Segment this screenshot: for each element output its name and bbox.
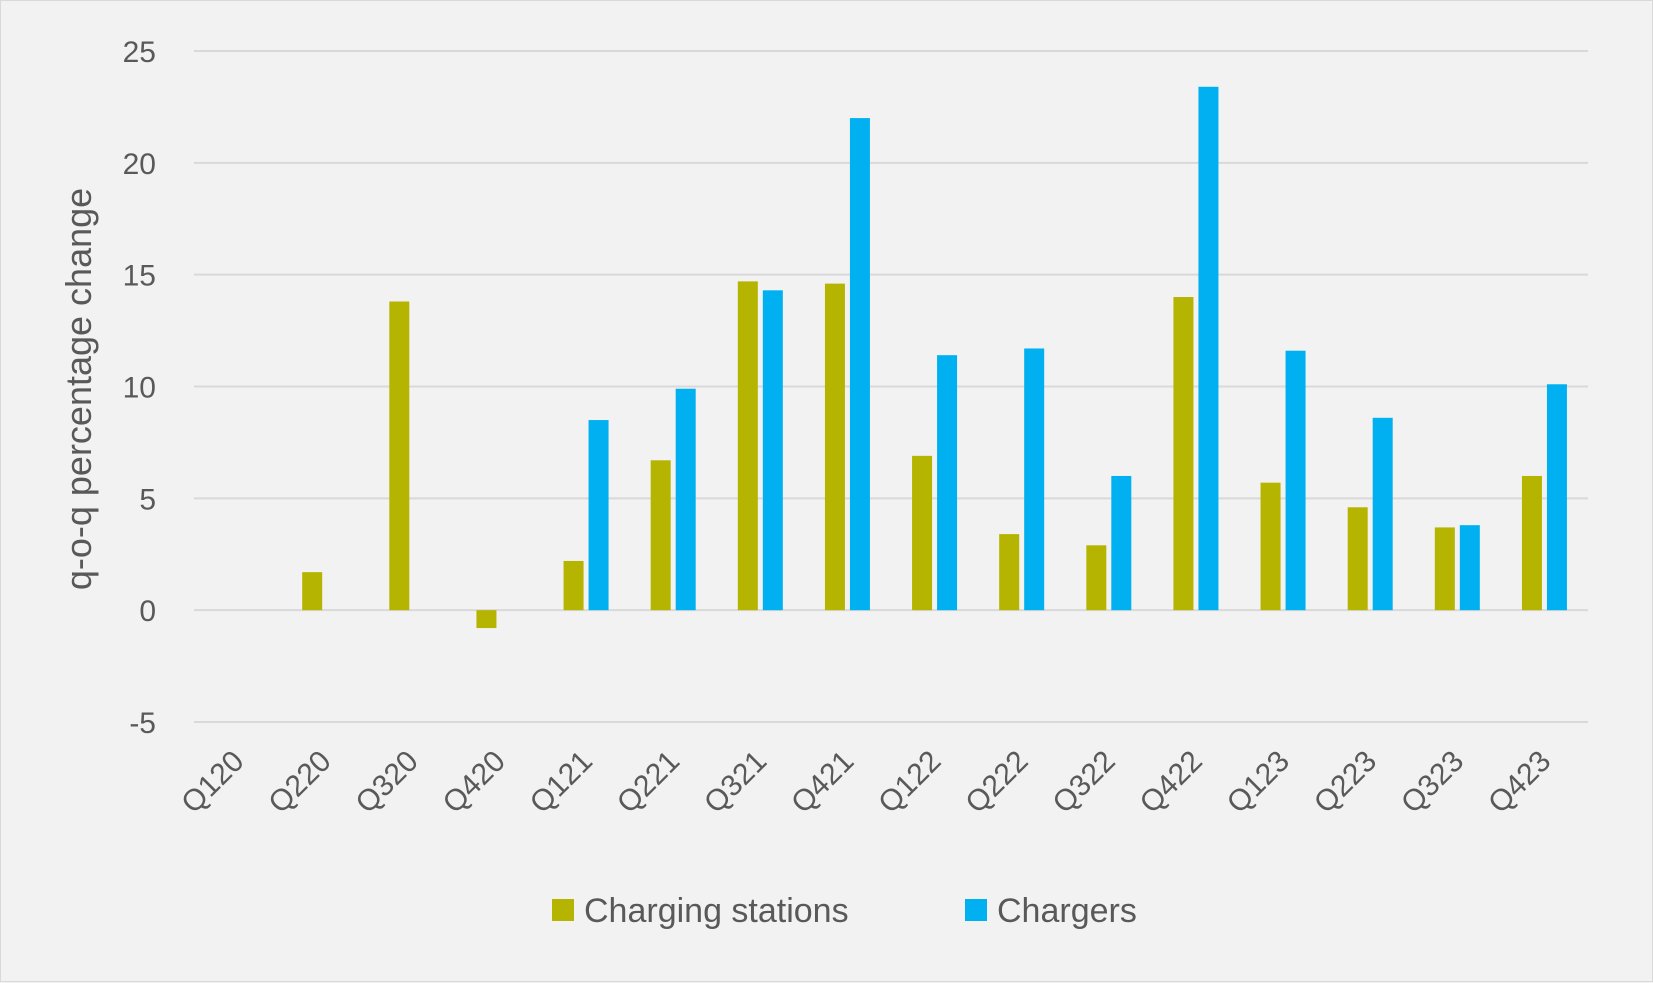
- y-tick-label: 20: [123, 148, 156, 181]
- legend-label-chargers: Chargers: [997, 892, 1137, 930]
- bar-chargers-q423: [1546, 384, 1567, 611]
- bar-chargers-q222: [1024, 348, 1045, 611]
- x-tick-label: Q420: [437, 745, 512, 820]
- x-tick-label: Q221: [611, 745, 686, 820]
- legend-swatch-charging-stations: [552, 899, 574, 921]
- x-tick-label: Q220: [262, 745, 337, 820]
- x-tick-labels: Q120 Q220 Q320 Q420 Q121 Q221 Q321 Q421 Q122 Q222…: [175, 745, 1557, 820]
- x-tick-label: Q122: [872, 745, 947, 820]
- bar-charging-stations-q122: [912, 455, 933, 611]
- legend: Charging stations Chargers: [552, 892, 1137, 930]
- x-tick-label: Q323: [1395, 745, 1470, 820]
- x-tick-label: Q322: [1047, 745, 1122, 820]
- bar-charging-stations-q220: [302, 572, 323, 611]
- x-tick-label: Q423: [1482, 745, 1557, 820]
- bar-chargers-q322: [1111, 475, 1132, 611]
- x-tick-label: Q222: [959, 745, 1034, 820]
- legend-swatch-chargers: [965, 899, 987, 921]
- bar-charging-stations-q321: [737, 281, 758, 611]
- y-tick-label: 10: [123, 372, 156, 405]
- bar-charging-stations-q422: [1173, 297, 1194, 611]
- bar-charging-stations-q420: [476, 610, 497, 629]
- y-tick-label: 5: [139, 483, 156, 516]
- x-tick-label: Q121: [524, 745, 599, 820]
- x-tick-label: Q120: [175, 745, 250, 820]
- bar-chargers-q223: [1372, 417, 1393, 611]
- legend-label-charging-stations: Charging stations: [584, 892, 849, 930]
- bar-chargers-q422: [1198, 86, 1219, 611]
- bar-chargers-q122: [937, 355, 958, 611]
- x-tick-label: Q223: [1308, 745, 1383, 820]
- bar-chargers-q121: [588, 420, 609, 611]
- bar-charging-stations-q320: [389, 301, 410, 611]
- y-axis-title: q-o-q percentage change: [58, 188, 99, 590]
- bar-charging-stations-q222: [999, 534, 1020, 611]
- bar-chargers-q321: [762, 290, 783, 611]
- bar-charging-stations-q121: [563, 560, 584, 611]
- x-tick-label: Q123: [1221, 745, 1296, 820]
- bar-chargers-q221: [675, 388, 696, 611]
- y-tick-label: 25: [123, 36, 156, 69]
- y-tick-label: 15: [123, 260, 156, 293]
- bars: [302, 86, 1567, 629]
- y-tick-labels: -5 0 5 10 15 20 25: [123, 36, 156, 740]
- x-tick-label: Q320: [350, 745, 425, 820]
- bar-charging-stations-q421: [824, 283, 845, 611]
- gridlines: [194, 50, 1588, 723]
- x-tick-label: Q422: [1134, 745, 1209, 820]
- bar-charging-stations-q123: [1260, 482, 1281, 611]
- bar-chargers-q323: [1459, 525, 1480, 611]
- bar-charging-stations-q423: [1521, 475, 1542, 611]
- x-tick-label: Q321: [698, 745, 773, 820]
- y-tick-label: 0: [139, 595, 156, 628]
- bar-charging-stations-q323: [1434, 527, 1455, 611]
- x-tick-label: Q421: [785, 745, 860, 820]
- y-tick-label: -5: [129, 707, 156, 740]
- bar-charging-stations-q223: [1347, 507, 1368, 611]
- bar-chargers-q421: [849, 118, 870, 611]
- bar-charging-stations-q221: [650, 460, 671, 611]
- bar-chargers-q123: [1285, 350, 1306, 611]
- bar-charging-stations-q322: [1086, 545, 1107, 611]
